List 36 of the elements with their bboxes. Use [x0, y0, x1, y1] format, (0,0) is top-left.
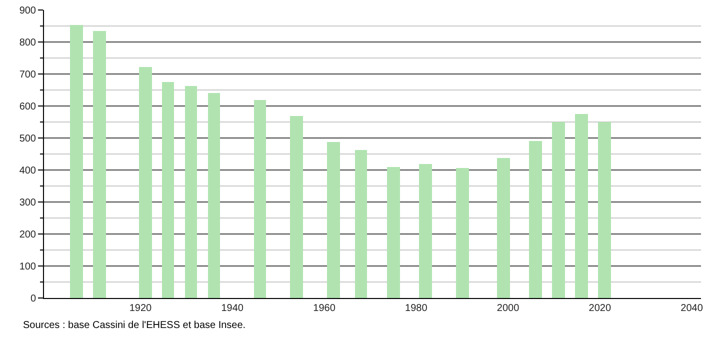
y-tick-label: 300 — [19, 198, 36, 208]
bar — [162, 82, 174, 298]
y-tick-label: 700 — [19, 70, 36, 80]
source-note: Sources : base Cassini de l'EHESS et base Insee. — [23, 320, 246, 331]
x-tick-label: 1920 — [129, 303, 152, 314]
bar — [327, 142, 340, 298]
bar — [575, 114, 588, 298]
x-tick-label: 2040 — [680, 303, 704, 314]
x-tick-label: 1980 — [405, 303, 428, 314]
bar — [208, 93, 220, 298]
y-tick-label: 200 — [19, 230, 36, 240]
bar — [497, 158, 510, 298]
x-tick-label: 2020 — [588, 303, 612, 314]
bar — [456, 168, 469, 298]
x-tick-label: 1960 — [313, 303, 336, 314]
bar — [70, 25, 83, 298]
bar — [290, 116, 303, 298]
y-tick-label: 100 — [19, 262, 36, 272]
bar — [598, 122, 611, 298]
y-tick-label: 800 — [19, 38, 36, 48]
y-tick-label: 0 — [30, 294, 36, 304]
y-tick-label: 900 — [19, 6, 36, 16]
x-tick-label: 2000 — [496, 303, 520, 314]
bar — [419, 164, 432, 298]
bar — [254, 100, 266, 298]
bar — [387, 167, 400, 298]
bar — [355, 150, 367, 298]
bar — [529, 141, 542, 298]
bar — [139, 67, 152, 298]
y-tick-label: 600 — [19, 102, 36, 112]
bar — [185, 86, 197, 298]
y-tick-label: 400 — [19, 166, 36, 176]
x-tick-label: 1940 — [221, 303, 244, 314]
bar — [93, 31, 106, 298]
y-tick-label: 500 — [19, 134, 36, 144]
bar — [552, 122, 565, 298]
